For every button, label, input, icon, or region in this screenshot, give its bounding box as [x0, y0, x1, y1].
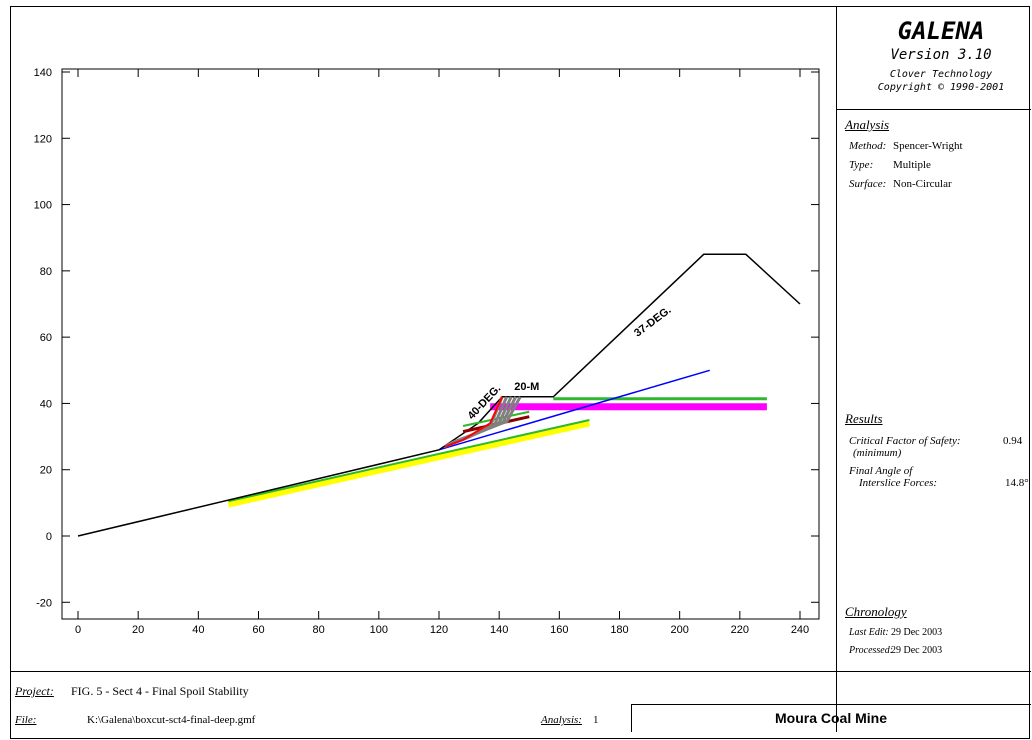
processed-label: Processed:	[849, 645, 894, 656]
drawing-frame: GALENA Version 3.10 Clover Technology Co…	[10, 6, 1031, 739]
company-name: Clover Technology	[889, 69, 993, 80]
client-name: Moura Coal Mine	[774, 710, 887, 726]
x-tick-label: 140	[490, 624, 508, 636]
last-edit-label: Last Edit:	[849, 627, 889, 638]
app-title: GALENA	[897, 17, 985, 45]
surface-value: Non-Circular	[893, 178, 952, 190]
project-value: FIG. 5 - Sect 4 - Final Spoil Stability	[71, 684, 249, 698]
x-tick-label: 160	[550, 624, 568, 636]
app-version: Version 3.10	[890, 47, 992, 63]
yellow-seam-layer	[227, 420, 591, 508]
x-tick-label: 240	[791, 624, 809, 636]
panel-divider	[836, 7, 837, 732]
x-tick-label: 200	[670, 624, 688, 636]
y-tick-label: 80	[40, 266, 52, 278]
client-box-left	[631, 704, 632, 732]
y-tick-label: 40	[40, 398, 52, 410]
copyright-text: Copyright © 1990-2001	[877, 82, 1005, 93]
method-label: Method:	[849, 140, 887, 152]
footer-divider	[11, 671, 1031, 672]
x-tick-label: 80	[313, 624, 325, 636]
fos-label: Critical Factor of Safety:	[849, 435, 961, 447]
plot-area-border	[61, 68, 820, 620]
analysis-number-value: 1	[593, 714, 599, 726]
y-tick-label: 100	[34, 200, 52, 212]
angle-label-1: Final Angle of	[849, 465, 913, 477]
bench-width-label: 20-M	[514, 381, 539, 393]
critical-slip-surface	[444, 396, 504, 448]
green-seam-layer	[228, 419, 590, 503]
processed-value: 29 Dec 2003	[891, 645, 943, 656]
type-label: Type:	[849, 159, 874, 171]
surface-label: Surface:	[849, 178, 887, 190]
analysis-number-label: Analysis:	[541, 714, 582, 726]
y-tick-label: -20	[36, 597, 52, 609]
slope-angle-37-label: 37-DEG.	[632, 304, 673, 339]
y-tick-label: 60	[40, 332, 52, 344]
angle-value: 14.8°	[1005, 477, 1029, 489]
header-divider	[836, 109, 1031, 110]
angle-label-2: Interslice Forces:	[859, 477, 938, 489]
fos-value: 0.94	[1003, 435, 1023, 447]
x-tick-label: 220	[731, 624, 749, 636]
y-tick-label: 20	[40, 465, 52, 477]
chronology-heading: Chronology	[845, 604, 907, 619]
ground-profile	[77, 253, 801, 537]
y-tick-label: 120	[34, 133, 52, 145]
x-tick-label: 180	[610, 624, 628, 636]
x-tick-label: 20	[132, 624, 144, 636]
client-box-top	[631, 704, 1031, 705]
phreatic-line	[438, 369, 710, 451]
y-tick-label: 0	[46, 531, 52, 543]
x-tick-label: 40	[192, 624, 204, 636]
x-tick-label: 60	[252, 624, 264, 636]
type-value: Multiple	[893, 159, 931, 171]
results-heading: Results	[845, 411, 883, 426]
x-tick-label: 0	[75, 624, 81, 636]
axis-ticks: 0 20 40 60 80 100 120 140 160 180 200 220 240 -20 0 20 4…	[34, 67, 819, 636]
project-label: Project:	[15, 684, 54, 698]
file-label: File:	[15, 714, 37, 726]
file-path: K:\Galena\boxcut-sct4-final-deep.gmf	[87, 714, 256, 726]
last-edit-value: 29 Dec 2003	[891, 627, 943, 638]
x-tick-label: 100	[370, 624, 388, 636]
fos-sub-label: (minimum)	[853, 447, 902, 459]
x-tick-label: 120	[430, 624, 448, 636]
y-tick-label: 140	[34, 67, 52, 79]
method-value: Spencer-Wright	[893, 140, 963, 152]
analysis-heading: Analysis	[845, 117, 890, 132]
